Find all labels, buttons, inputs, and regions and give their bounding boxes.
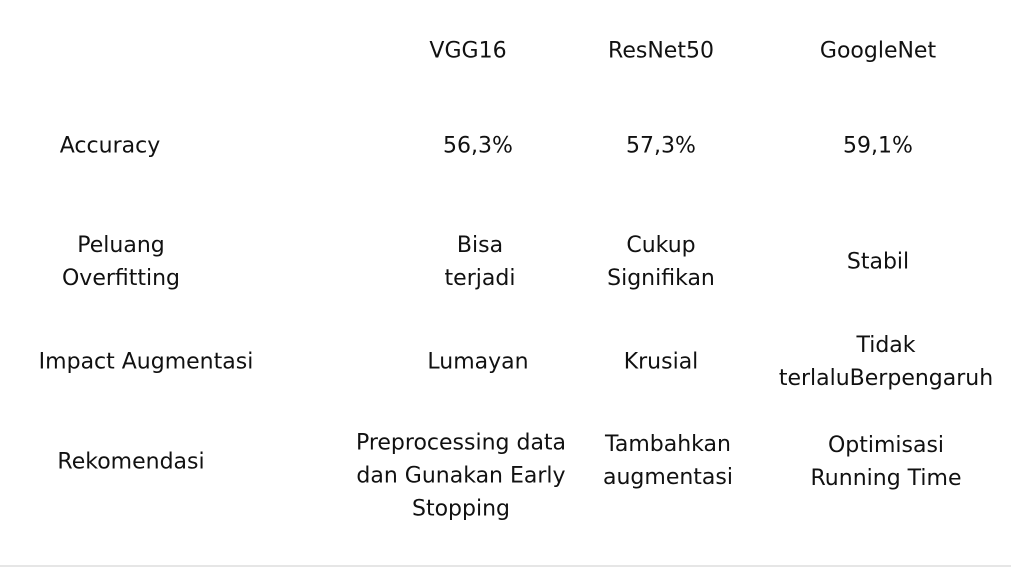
cell-overfitting-googlenet: Stabil: [847, 246, 909, 279]
cell-line: Bisa: [456, 233, 504, 258]
cell-line: Running Time: [810, 466, 962, 491]
cell-line: Cukup: [626, 233, 696, 258]
cell-line: Preprocessing data: [355, 430, 567, 456]
cell-line: Tidak: [856, 333, 916, 358]
cell-accuracy-vgg16: 56,3%: [443, 130, 513, 163]
cell-line: 57,3%: [626, 133, 696, 159]
bottom-divider: [0, 565, 1011, 567]
cell-overfitting-vgg16: Bisa terjadi: [445, 229, 516, 295]
cell-line: 56,3%: [443, 133, 513, 159]
cell-line: Krusial: [623, 349, 699, 375]
cell-augmentasi-vgg16: Lumayan: [427, 346, 528, 379]
row-label-line: Overfitting: [61, 266, 181, 291]
cell-line: Signifikan: [607, 266, 715, 291]
cell-line: Stopping: [411, 496, 510, 522]
cell-rekomendasi-resnet50: Tambahkan augmentasi: [603, 428, 733, 494]
cell-line: terlaluBerpengaruh: [778, 366, 994, 391]
cell-rekomendasi-vgg16: Preprocessing data dan Gunakan Early Sto…: [356, 427, 566, 526]
cell-accuracy-googlenet: 59,1%: [843, 130, 913, 163]
row-label-line: Impact Augmentasi: [38, 349, 254, 375]
cell-line: terjadi: [444, 266, 516, 291]
header-resnet50: ResNet50: [608, 38, 714, 64]
header-vgg16: VGG16: [429, 38, 507, 64]
row-label-peluang-overfitting: Peluang Overfitting: [62, 229, 180, 295]
cell-line: Stabil: [846, 249, 910, 275]
header-googlenet: GoogleNet: [819, 38, 937, 64]
row-label-accuracy: Accuracy: [60, 130, 160, 163]
row-label-line: Rekomendasi: [57, 449, 205, 475]
cell-overfitting-resnet50: Cukup Signifikan: [607, 229, 715, 295]
cell-rekomendasi-googlenet: Optimisasi Running Time: [811, 429, 962, 495]
cell-line: augmentasi: [603, 465, 733, 490]
row-label-line: Accuracy: [59, 133, 161, 159]
cell-line: 59,1%: [843, 133, 913, 159]
cell-line: Lumayan: [427, 349, 529, 375]
cell-augmentasi-resnet50: Krusial: [624, 346, 699, 379]
cell-line: Tambahkan: [605, 432, 731, 457]
row-label-impact-augmentasi: Impact Augmentasi: [39, 346, 254, 379]
cell-line: dan Gunakan Early: [356, 463, 566, 489]
cell-line: Optimisasi: [827, 433, 945, 458]
row-label-rekomendasi: Rekomendasi: [57, 446, 204, 479]
row-label-line: Peluang: [77, 233, 165, 258]
cell-accuracy-resnet50: 57,3%: [626, 130, 696, 163]
cell-augmentasi-googlenet: Tidak terlaluBerpengaruh: [779, 329, 993, 395]
